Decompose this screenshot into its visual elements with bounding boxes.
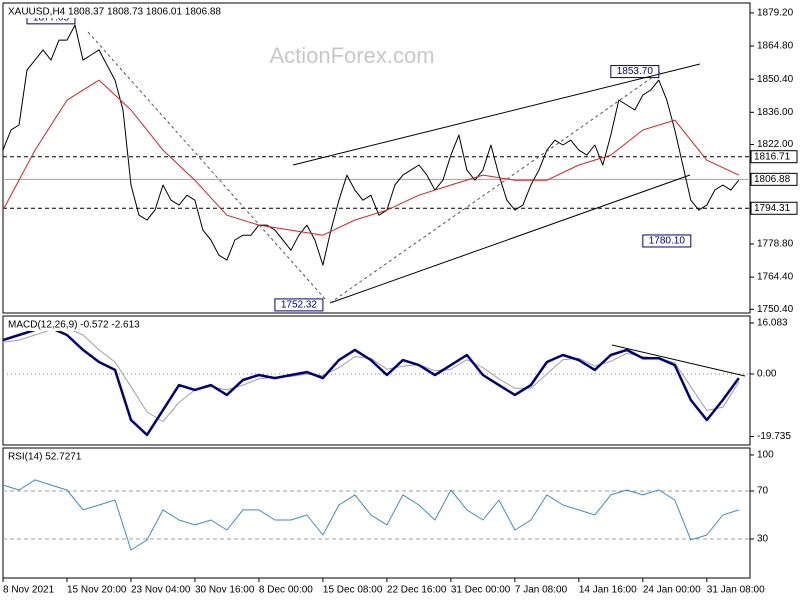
y-tick-label: 1864.80 bbox=[757, 41, 794, 52]
panel-title: MACD(12,26,9) -0.572 -2.613 bbox=[8, 320, 140, 331]
x-tick-label: 31 Jan 08:00 bbox=[707, 585, 765, 596]
channel-upper bbox=[292, 63, 701, 166]
y-tick-label: 30 bbox=[757, 534, 769, 545]
level-label-box bbox=[750, 201, 798, 215]
level-label: 1816.71 bbox=[754, 151, 791, 162]
x-tick-label: 30 Nov 16:00 bbox=[195, 585, 255, 596]
dashed-line bbox=[329, 71, 661, 304]
y-tick-label: 1778.80 bbox=[757, 239, 794, 250]
annotation-label: 1853.70 bbox=[617, 66, 654, 77]
series-line bbox=[2, 479, 739, 551]
y-tick-label: 1750.40 bbox=[757, 304, 794, 315]
annotation-box bbox=[642, 234, 692, 248]
y-tick-label: 70 bbox=[757, 486, 769, 497]
x-tick-label: 24 Jan 00:00 bbox=[643, 585, 701, 596]
panel-title: XAUUSD,H4 1808.37 1808.73 1806.01 1806.8… bbox=[8, 7, 221, 18]
x-tick-label: 23 Nov 04:00 bbox=[131, 585, 191, 596]
panel-title: RSI(14) 52.7271 bbox=[8, 452, 82, 463]
x-tick-label: 8 Dec 00:00 bbox=[259, 585, 313, 596]
series-line bbox=[2, 326, 740, 437]
series-line bbox=[2, 24, 740, 266]
annotation-box bbox=[610, 65, 660, 79]
x-tick-label: 7 Jan 08:00 bbox=[515, 585, 568, 596]
panel-frame bbox=[2, 2, 751, 314]
level-label: 1806.88 bbox=[754, 174, 791, 185]
macd-trend-line bbox=[611, 344, 746, 377]
y-tick-label: 1836.00 bbox=[757, 107, 794, 118]
y-tick-label: 1850.40 bbox=[757, 74, 794, 85]
title-bg bbox=[5, 5, 229, 18]
annotation-label: 1780.10 bbox=[649, 236, 686, 247]
y-tick-label: 100 bbox=[757, 450, 774, 461]
watermark: ActionForex.com bbox=[269, 43, 434, 68]
annotation-label: 1752.32 bbox=[281, 300, 318, 311]
level-label-box bbox=[750, 172, 798, 186]
level-label-box bbox=[750, 150, 798, 164]
x-tick-label: 8 Nov 2021 bbox=[3, 585, 55, 596]
series-line bbox=[2, 79, 740, 236]
title-bg bbox=[5, 450, 91, 463]
annotation-box bbox=[274, 298, 324, 312]
x-tick-label: 15 Nov 20:00 bbox=[67, 585, 127, 596]
panel-frame bbox=[2, 447, 751, 579]
x-tick-label: 14 Jan 16:00 bbox=[579, 585, 637, 596]
level-label: 1794.31 bbox=[754, 203, 791, 214]
trend-lines bbox=[87, 31, 746, 377]
y-tick-label: -19.735 bbox=[757, 431, 791, 442]
y-tick-label: 1764.40 bbox=[757, 272, 794, 283]
x-tick-label: 15 Dec 08:00 bbox=[323, 585, 383, 596]
channel-lower bbox=[329, 174, 691, 304]
y-tick-label: 16.083 bbox=[757, 318, 788, 329]
x-tick-label: 22 Dec 16:00 bbox=[387, 585, 447, 596]
y-tick-label: 1879.20 bbox=[757, 8, 794, 19]
title-bg bbox=[5, 318, 155, 331]
panel-frame bbox=[2, 315, 751, 446]
y-tick-label: 0.00 bbox=[757, 369, 777, 380]
x-tick-label: 31 Dec 00:00 bbox=[451, 585, 511, 596]
y-tick-label: 1822.00 bbox=[757, 139, 794, 150]
series-line bbox=[2, 327, 740, 422]
